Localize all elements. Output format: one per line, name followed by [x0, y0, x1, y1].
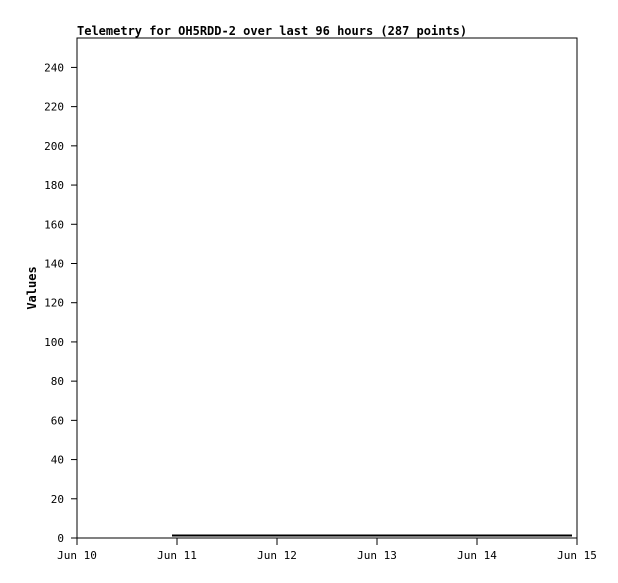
y-tick-label: 20: [51, 493, 64, 506]
y-tick-label: 180: [44, 179, 64, 192]
y-tick-label: 100: [44, 336, 64, 349]
x-tick-label: Jun 12: [257, 549, 297, 562]
y-tick-label: 0: [57, 532, 64, 545]
x-tick-label: Jun 14: [457, 549, 497, 562]
x-tick-label: Jun 11: [157, 549, 197, 562]
x-tick-label: Jun 13: [357, 549, 397, 562]
x-tick-label: Jun 10: [57, 549, 97, 562]
x-tick-label: Jun 15: [557, 549, 597, 562]
y-tick-label: 240: [44, 61, 64, 74]
y-tick-label: 80: [51, 375, 64, 388]
y-axis-label: Values: [25, 266, 39, 309]
y-tick-label: 60: [51, 414, 64, 427]
chart-title: Telemetry for OH5RDD-2 over last 96 hour…: [77, 24, 467, 38]
y-tick-label: 220: [44, 101, 64, 114]
y-tick-label: 200: [44, 140, 64, 153]
y-tick-label: 140: [44, 257, 64, 270]
y-axis: 0 20 40 60 80 100 120 140 160 180 200 220 240: [44, 61, 77, 545]
y-tick-label: 120: [44, 297, 64, 310]
x-axis: Jun 10 Jun 11 Jun 12 Jun 13 Jun 14 Jun 15: [57, 538, 597, 562]
plot-frame: [76, 37, 578, 539]
y-tick-label: 40: [51, 454, 64, 467]
y-tick-label: 160: [44, 218, 64, 231]
